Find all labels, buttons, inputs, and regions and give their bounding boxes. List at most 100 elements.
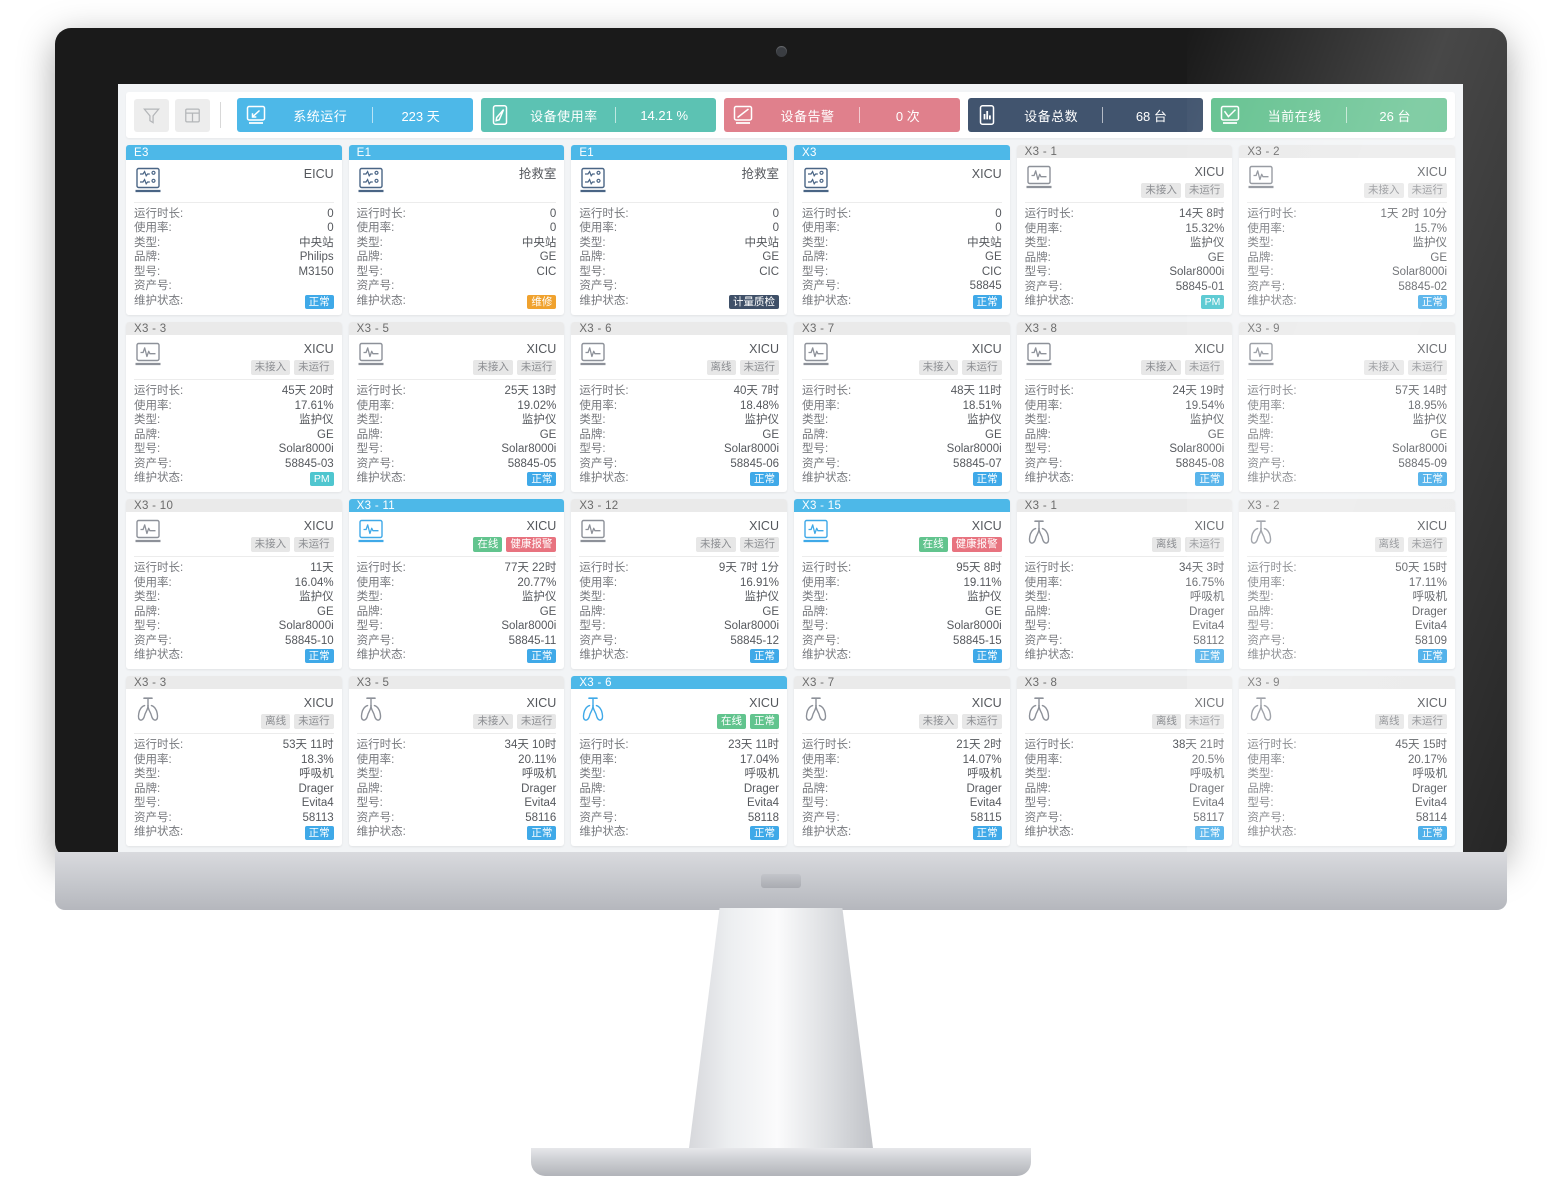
kpi-device-total[interactable]: 设备总数 68 台 (967, 98, 1204, 132)
card-title-bar[interactable]: X3 - 3 (126, 322, 342, 336)
card-title-bar[interactable]: X3 - 6 (571, 676, 787, 690)
device-card[interactable]: X3 - 15 XICU 在线 健康报警 运行时长: 95天 8时 使用率: 19.11% 类型… (794, 499, 1010, 669)
kpi-device-usage[interactable]: 设备使用率 14.21 % (480, 98, 717, 132)
card-title-bar[interactable]: X3 - 6 (571, 322, 787, 336)
card-title-bar[interactable]: X3 - 7 (794, 322, 1010, 336)
card-title-bar[interactable]: X3 - 15 (794, 499, 1010, 513)
runtime-label: 运行时长: (579, 207, 629, 220)
device-card[interactable]: X3 - 5 XICU 未接入 未运行 运行时长: 25天 13时 使用率: 19.02% 类型… (348, 322, 565, 492)
device-card[interactable]: X3 - 1 XICU 未接入 未运行 运行时长: 14天 8时 使用率: 15.32% 类型:… (1016, 145, 1233, 315)
device-card[interactable]: X3 - 6 XICU 在线 正常 运行时长: 23天 11时 使用率: 17.04% 类型: 呼… (571, 676, 787, 846)
card-status-area: XICU 未接入 未运行 (1141, 165, 1225, 199)
device-card[interactable]: X3 - 8 XICU 未接入 未运行 运行时长: 24天 19时 使用率: 19.54% 类型… (1016, 322, 1233, 492)
monitor-wave-icon (1025, 165, 1057, 195)
device-card[interactable]: X3 - 5 XICU 未接入 未运行 运行时长: 34天 10时 使用率: 20.11% 类型… (348, 676, 565, 846)
maintenance-status-pill: 正常 (527, 649, 557, 663)
card-title-bar[interactable]: X3 - 3 (126, 676, 342, 690)
detail-row: 类型: 监护仪 (802, 414, 1002, 428)
card-title-bar[interactable]: E1 (571, 145, 787, 161)
card-title: X3 - 3 (134, 322, 167, 335)
card-title-bar[interactable]: X3 - 1 (1016, 145, 1233, 159)
card-header-area: XICU 离线 未运行 (126, 689, 342, 733)
detail-row: 型号: Solar8000i (1025, 266, 1225, 280)
central-station-icon (802, 167, 834, 197)
type-label: 类型: (579, 591, 606, 603)
usage-label: 使用率: (356, 753, 395, 766)
card-title: X3 - 7 (802, 676, 835, 689)
model-value: Solar8000i (1392, 266, 1447, 278)
model-value: CIC (536, 265, 557, 278)
card-title-bar[interactable]: E3 (126, 145, 342, 161)
bar-chart-icon (974, 102, 1000, 128)
model-label: 型号: (1024, 443, 1051, 455)
card-title-bar[interactable]: X3 - 9 (1239, 322, 1455, 336)
card-title: X3 (802, 146, 817, 159)
type-label: 类型: (134, 414, 161, 426)
card-title-bar[interactable]: X3 (794, 145, 1010, 161)
device-card[interactable]: X3 - 3 XICU 离线 未运行 运行时长: 53天 11时 使用率: 18.3% 类型: 呼… (126, 676, 342, 846)
usage-value: 16.04% (294, 576, 334, 589)
device-card[interactable]: X3 - 12 XICU 未接入 未运行 运行时长: 9天 7时 1分 使用率: 16.91%… (571, 499, 787, 669)
card-title-bar[interactable]: X3 - 10 (126, 499, 342, 513)
kpi-device-online[interactable]: 当前在线 26 台 (1211, 98, 1447, 132)
brand-label: 品牌: (579, 428, 606, 441)
model-label: 型号: (579, 443, 606, 455)
card-title-bar[interactable]: X3 - 8 (1016, 676, 1233, 690)
device-card[interactable]: X3 - 6 XICU 离线 未运行 运行时长: 40天 7时 使用率: 18.48% 类型: 监… (571, 322, 787, 492)
asset-label: 资产号: (579, 280, 618, 293)
detail-row: 类型: 监护仪 (579, 591, 779, 605)
device-card[interactable]: X3 - 11 XICU 在线 健康报警 运行时长: 77天 22时 使用率: 20.77% 类… (348, 499, 565, 669)
card-header-area: XICU 离线 未运行 (1017, 689, 1233, 733)
layout-grid-icon[interactable] (175, 98, 210, 132)
device-card[interactable]: X3 - 7 XICU 未接入 未运行 运行时长: 21天 2时 使用率: 14.07% 类型:… (794, 676, 1010, 846)
detail-row-maintenance: 维护状态: 维修 (357, 294, 557, 309)
maintenance-label: 维护状态: (134, 295, 184, 308)
department-label: XICU (526, 342, 557, 357)
detail-row: 运行时长: 9天 7时 1分 (579, 562, 779, 576)
usage-value: 16.75% (1185, 576, 1225, 589)
card-title-bar[interactable]: X3 - 11 (348, 499, 565, 513)
asset-label: 资产号: (1247, 811, 1286, 824)
device-card[interactable]: X3 - 1 XICU 离线 未运行 运行时长: 34天 3时 使用率: 16.75% 类型: 呼… (1016, 499, 1233, 669)
status-badge: 未运行 (294, 537, 334, 553)
asset-label: 资产号: (134, 634, 172, 647)
card-divider (1024, 379, 1225, 380)
card-title-bar[interactable]: X3 - 9 (1239, 676, 1455, 690)
monitor-wave-icon (1247, 342, 1279, 372)
card-title-bar[interactable]: X3 - 2 (1239, 145, 1455, 159)
model-label: 型号: (134, 620, 161, 632)
device-card[interactable]: E1 抢救室 运行时长: 0 使用率: 0 类型: 中央站 品牌: GE 型号: CIC 资产号: 维护状… (348, 145, 565, 315)
detail-row: 品牌: GE (1025, 429, 1225, 443)
device-card[interactable]: X3 - 2 XICU 未接入 未运行 运行时长: 1天 2时 10分 使用率: 15.7% 类… (1239, 145, 1455, 315)
card-title-bar[interactable]: X3 - 8 (1016, 322, 1233, 336)
brand-label: 品牌: (134, 251, 161, 264)
device-card[interactable]: X3 - 10 XICU 未接入 未运行 运行时长: 11天 使用率: 16.04% 类型: 监护… (126, 499, 342, 669)
card-title-bar[interactable]: X3 - 7 (794, 676, 1010, 690)
card-title-bar[interactable]: X3 - 1 (1016, 499, 1233, 513)
kpi-device-alarm[interactable]: 设备告警 0 次 (724, 98, 960, 132)
card-title-bar[interactable]: X3 - 5 (348, 322, 565, 336)
card-title-bar[interactable]: X3 - 5 (348, 676, 565, 690)
device-card[interactable]: X3 - 7 XICU 未接入 未运行 运行时长: 48天 11时 使用率: 18.51% 类型… (794, 322, 1010, 492)
ventilator-lung-icon (802, 696, 834, 726)
card-details: 运行时长: 34天 10时 使用率: 20.11% 类型: 呼吸机 品牌: Drager 型号:… (349, 734, 565, 846)
device-card[interactable]: X3 - 3 XICU 未接入 未运行 运行时长: 45天 20时 使用率: 17.61% 类型… (126, 322, 342, 492)
device-card[interactable]: X3 - 8 XICU 离线 未运行 运行时长: 38天 21时 使用率: 20.5% 类型: 呼… (1016, 676, 1233, 846)
device-card[interactable]: X3 - 2 XICU 离线 未运行 运行时长: 50天 15时 使用率: 17.11% 类型:… (1239, 499, 1455, 669)
device-card[interactable]: E3 EICU 运行时长: 0 使用率: 0 类型: 中央站 品牌: Philips 型号: M315… (126, 145, 342, 315)
detail-row: 类型: 监护仪 (1025, 237, 1225, 251)
card-title: E1 (579, 146, 594, 159)
card-title-bar[interactable]: X3 - 12 (571, 499, 787, 513)
device-card[interactable]: E1 抢救室 运行时长: 0 使用率: 0 类型: 中央站 品牌: GE 型号: CIC 资产号: 维护状… (571, 145, 787, 315)
device-card[interactable]: X3 - 9 XICU 未接入 未运行 运行时长: 57天 14时 使用率: 18.95% 类型… (1239, 322, 1455, 492)
device-card[interactable]: X3 - 9 XICU 离线 未运行 运行时长: 45天 15时 使用率: 20.17% 类型:… (1239, 676, 1455, 846)
type-value: 监护仪 (1189, 237, 1225, 249)
card-title-bar[interactable]: X3 - 2 (1239, 499, 1455, 513)
card-details: 运行时长: 34天 3时 使用率: 16.75% 类型: 呼吸机 品牌: Drager 型号: E… (1017, 557, 1233, 669)
device-card[interactable]: X3 XICU 运行时长: 0 使用率: 0 类型: 中央站 品牌: GE 型号: CIC 资产号: 58… (794, 145, 1010, 315)
filter-funnel-icon[interactable] (134, 98, 169, 132)
kpi-system-uptime[interactable]: 系统运行 223 天 (237, 98, 473, 132)
kpi-separator (1102, 107, 1104, 123)
detail-row: 型号: Solar8000i (579, 620, 779, 634)
card-title-bar[interactable]: E1 (348, 145, 565, 161)
